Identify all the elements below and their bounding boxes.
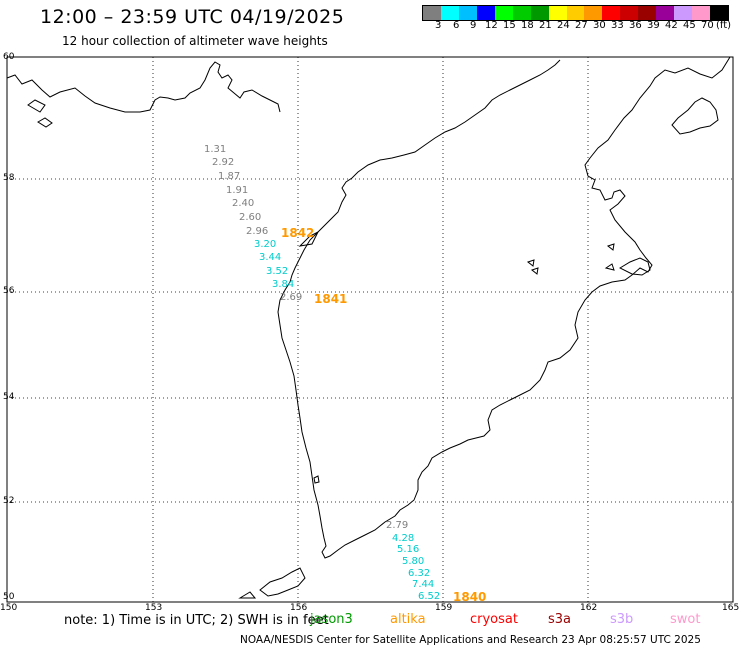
legend-swatch — [494, 6, 513, 20]
source-cryosat: cryosat — [470, 612, 518, 627]
legend-label: 21 — [539, 20, 552, 31]
coastline — [6, 56, 731, 599]
legend-swatch — [440, 6, 459, 20]
legend-swatch — [530, 6, 549, 20]
legend-label: 42 — [665, 20, 678, 31]
swh-value: 2.69 — [280, 292, 303, 303]
graticule — [7, 57, 733, 602]
legend-label: 36 — [629, 20, 642, 31]
swh-value: 3.44 — [259, 252, 282, 263]
legend-swatch — [674, 6, 693, 20]
legend-swatch — [656, 6, 675, 20]
legend-swatch — [566, 6, 585, 20]
legend-label: 45 — [683, 20, 696, 31]
swh-value: 2.96 — [246, 226, 269, 237]
track-label: 1841 — [314, 292, 348, 306]
legend-label: 27 — [575, 20, 588, 31]
swh-value: 6.32 — [408, 568, 431, 579]
lon-label: 162 — [580, 603, 598, 613]
lat-label: 58 — [3, 173, 15, 183]
map-subtitle: 12 hour collection of altimeter wave hei… — [62, 34, 328, 48]
source-swot: swot — [670, 612, 701, 627]
note-text: note: 1) Time is in UTC; 2) SWH is in fe… — [64, 613, 329, 628]
swh-value: 1.91 — [226, 185, 249, 196]
swh-value: 3.20 — [254, 239, 277, 250]
swh-value: 3.52 — [266, 266, 289, 277]
source-s3b: s3b — [610, 612, 634, 627]
legend-swatch — [638, 6, 657, 20]
swh-value: 7.44 — [412, 579, 435, 590]
swh-value: 2.79 — [386, 520, 409, 531]
lon-label: 150 — [0, 603, 18, 613]
lon-label: 165 — [722, 603, 740, 613]
swh-value: 5.80 — [402, 556, 425, 567]
map-frame — [6, 56, 734, 603]
legend-swatch — [423, 6, 441, 20]
legend-label: 24 — [557, 20, 570, 31]
legend-label: 3 — [435, 20, 442, 31]
legend-label: 9 — [470, 20, 477, 31]
color-legend — [422, 5, 729, 21]
legend-label: 70 — [701, 20, 714, 31]
lon-label: 153 — [145, 603, 163, 613]
lat-label: 52 — [3, 496, 15, 506]
legend-swatch — [512, 6, 531, 20]
legend-swatch — [476, 6, 495, 20]
swh-value: 1.87 — [218, 171, 241, 182]
lat-label: 56 — [3, 286, 15, 296]
source-altika: altika — [390, 612, 426, 627]
legend-swatch — [548, 6, 567, 20]
swh-value: 2.60 — [239, 212, 262, 223]
source-s3a: s3a — [548, 612, 572, 627]
swh-value: 3.84 — [272, 279, 295, 290]
lat-label: 50 — [3, 592, 15, 602]
swh-value: 2.40 — [232, 198, 255, 209]
swh-value: 1.31 — [204, 144, 227, 155]
legend-label: 33 — [611, 20, 624, 31]
swh-value: 6.52 — [418, 591, 441, 602]
swh-value: 4.28 — [392, 533, 415, 544]
legend-swatch — [692, 6, 710, 20]
lon-label: 159 — [435, 603, 453, 613]
footer-credit: NOAA/NESDIS Center for Satellite Applica… — [240, 634, 701, 646]
legend-label: 6 — [453, 20, 460, 31]
legend-unit: (ft) — [716, 20, 732, 31]
map-title: 12:00 – 23:59 UTC 04/19/2025 — [40, 6, 345, 28]
lat-label: 54 — [3, 392, 15, 402]
legend-swatch — [710, 6, 728, 20]
legend-label: 15 — [503, 20, 516, 31]
legend-swatch — [620, 6, 639, 20]
swh-value: 5.16 — [397, 544, 420, 555]
legend-label: 39 — [647, 20, 660, 31]
legend-label: 30 — [593, 20, 606, 31]
track-label: 1842 — [281, 226, 315, 240]
legend-swatch — [584, 6, 603, 20]
swh-value: 2.92 — [212, 157, 235, 168]
legend-label: 18 — [521, 20, 534, 31]
lon-label: 156 — [290, 603, 308, 613]
track-label: 1840 — [453, 590, 487, 604]
legend-swatch — [602, 6, 621, 20]
legend-label: 12 — [485, 20, 498, 31]
legend-swatch — [458, 6, 477, 20]
source-jason3: jason3 — [310, 612, 353, 627]
lat-label: 60 — [3, 52, 15, 62]
